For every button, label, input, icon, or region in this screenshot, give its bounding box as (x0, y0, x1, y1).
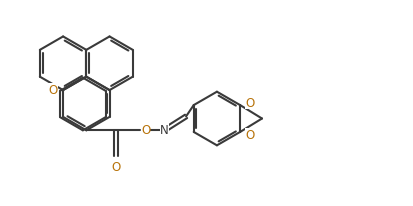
Text: N: N (159, 123, 168, 136)
Text: O: O (48, 84, 57, 97)
Text: O: O (111, 160, 120, 173)
Text: O: O (245, 129, 254, 142)
Text: O: O (245, 96, 254, 109)
Text: O: O (140, 123, 150, 136)
